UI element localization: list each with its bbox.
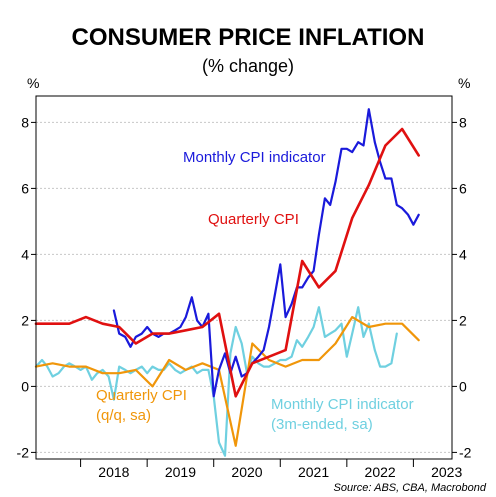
chart-title: CONSUMER PRICE INFLATION [72, 24, 425, 51]
y-tick-label-right-4: 6 [459, 180, 467, 196]
y-unit-right: % [458, 75, 470, 91]
x-axis-ticks: 2018 2019 2020 2021 2022 2023 [80, 459, 462, 480]
y-tick-label-right-3: 4 [459, 246, 467, 262]
x-tick-label-2021: 2021 [298, 464, 329, 480]
label-monthly-3m: Monthly CPI indicator [271, 396, 414, 413]
x-tick-label-2022: 2022 [365, 464, 396, 480]
label-quarterly-qq-line2: (q/q, sa) [96, 407, 151, 424]
y-axis-ticks: -2 -2 0 0 2 2 4 4 6 6 8 8 [17, 114, 472, 460]
label-quarterly-cpi: Quarterly CPI [208, 211, 299, 228]
label-monthly-3m-line2: (3m-ended, sa) [271, 416, 373, 433]
y-tick-label-left-3: 4 [21, 246, 29, 262]
x-tick-label-2018: 2018 [98, 464, 129, 480]
label-monthly-cpi: Monthly CPI indicator [183, 149, 326, 166]
y-tick-label-right-2: 2 [459, 312, 467, 328]
series-line-3 [34, 306, 398, 457]
source-note: Source: ABS, CBA, Macrobond [334, 482, 487, 494]
plot-frame [35, 95, 453, 460]
y-tick-label-right-1: 0 [459, 378, 467, 394]
series-line-2 [34, 316, 420, 447]
y-tick-label-left-2: 2 [21, 312, 29, 328]
y-tick-label-right-5: 8 [459, 114, 467, 130]
grid [36, 121, 452, 453]
label-quarterly-qq: Quarterly CPI [96, 387, 187, 404]
series-lines [34, 108, 420, 457]
y-tick-label-right-0: -2 [459, 444, 472, 460]
x-tick-label-2020: 2020 [231, 464, 262, 480]
y-tick-label-left-4: 6 [21, 180, 29, 196]
y-tick-label-left-1: 0 [21, 378, 29, 394]
y-tick-label-left-0: -2 [17, 444, 30, 460]
y-tick-label-left-5: 8 [21, 114, 29, 130]
chart-subtitle: (% change) [202, 56, 294, 76]
y-unit-left: % [27, 75, 39, 91]
x-tick-label-2023: 2023 [431, 464, 462, 480]
x-tick-label-2019: 2019 [165, 464, 196, 480]
series-line-1 [34, 127, 420, 398]
